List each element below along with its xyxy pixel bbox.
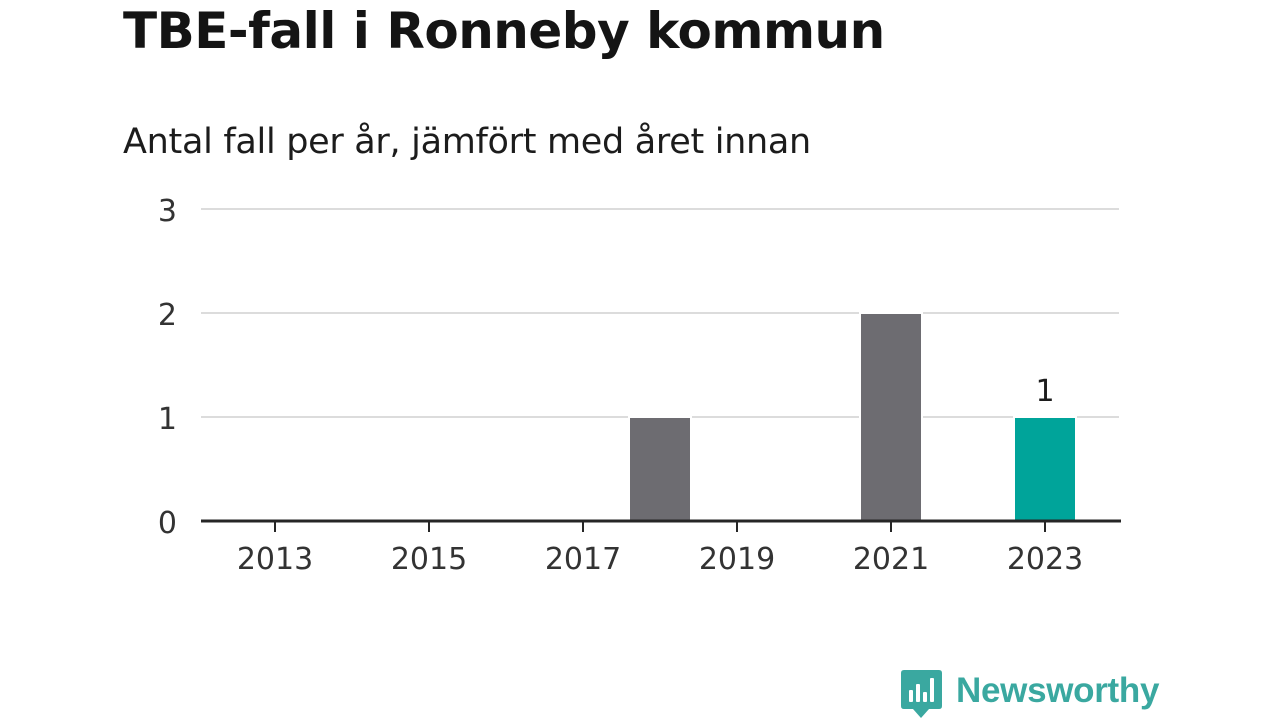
newsworthy-logo-text: Newsworthy — [956, 671, 1160, 710]
newsworthy-logo-icon — [901, 670, 942, 718]
x-tick-label-2023: 2023 — [1007, 542, 1083, 577]
x-tick-label-2017: 2017 — [545, 542, 621, 577]
bar-2018 — [628, 416, 692, 522]
bar-2021 — [859, 312, 923, 522]
x-tick-label-2015: 2015 — [391, 542, 467, 577]
bars — [628, 312, 1077, 522]
gridlines — [201, 208, 1119, 418]
y-tick-label-0: 0 — [158, 506, 177, 541]
x-tick-label-2019: 2019 — [699, 542, 775, 577]
bar-2023 — [1013, 416, 1077, 522]
y-tick-label-1: 1 — [158, 402, 177, 437]
y-tick-label-3: 3 — [158, 194, 177, 229]
x-tick-label-2013: 2013 — [237, 542, 313, 577]
data-labels: 1 — [1035, 374, 1054, 409]
newsworthy-logo: Newsworthy — [901, 670, 1159, 718]
chart-subtitle: Antal fall per år, jämfört med året inna… — [123, 122, 811, 162]
x-axis — [201, 519, 1121, 532]
bar-chart: 0 1 2 3 2013 2015 2017 2019 2021 2023 1 — [158, 194, 1121, 577]
chart-title: TBE-fall i Ronneby kommun — [123, 2, 885, 60]
x-axis-labels: 2013 2015 2017 2019 2021 2023 — [237, 542, 1083, 577]
x-tick-label-2021: 2021 — [853, 542, 929, 577]
y-tick-label-2: 2 — [158, 298, 177, 333]
y-axis-labels: 0 1 2 3 — [158, 194, 177, 541]
data-label-2023: 1 — [1035, 374, 1054, 409]
